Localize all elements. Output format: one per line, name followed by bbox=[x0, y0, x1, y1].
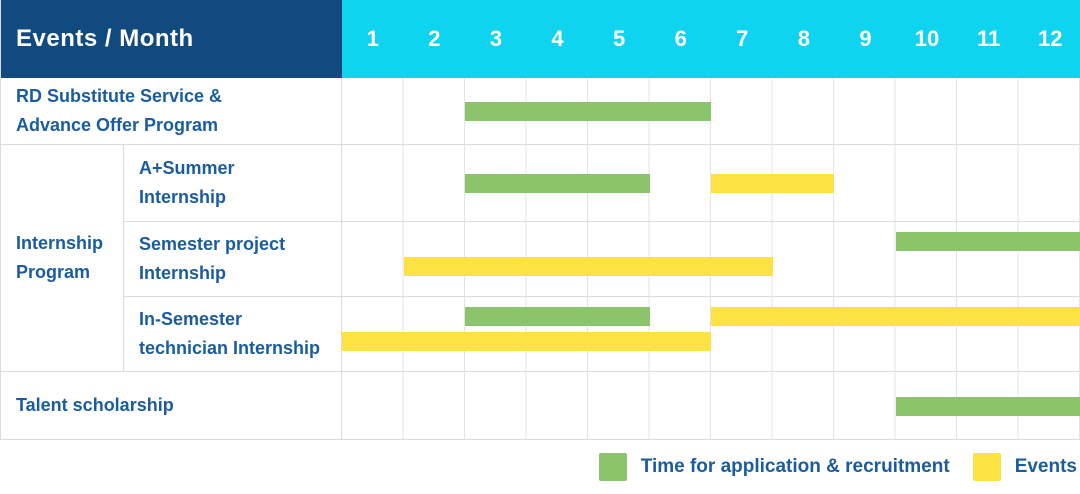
application-bar bbox=[895, 397, 1080, 416]
month-header-cell: 7 bbox=[736, 26, 749, 51]
events-month-table: Events / Month 1 2 3 4 5 6 7 8 9 10 11 12 RD Substi… bbox=[0, 0, 1080, 440]
application-bar bbox=[465, 102, 711, 121]
application-bar bbox=[895, 232, 1080, 251]
month-header-row: 1 2 3 4 5 6 7 8 9 10 11 12 bbox=[342, 0, 1080, 78]
legend-label: Time for application & recruitment bbox=[640, 456, 950, 477]
month-header-cell: 11 bbox=[976, 26, 1001, 51]
chart-cell bbox=[342, 222, 1080, 297]
event-bar bbox=[711, 307, 1080, 326]
row-label-rd-substitute: RD Substitute Service & Advance Offer Pr… bbox=[1, 78, 342, 145]
month-header-cell: 5 bbox=[612, 26, 626, 51]
month-header-cell: 2 bbox=[428, 26, 441, 51]
chart-cell bbox=[342, 297, 1080, 372]
group-label-internship-program: Internship Program bbox=[1, 145, 124, 372]
application-bar bbox=[465, 174, 650, 193]
month-header-cell: 12 bbox=[1037, 26, 1063, 51]
month-header-cell: 8 bbox=[797, 26, 810, 51]
month-header-cell: 6 bbox=[674, 26, 687, 51]
legend-item-events: Events bbox=[972, 453, 1077, 481]
yellow-swatch-icon bbox=[972, 453, 1001, 481]
row-label-in-semester-technician: In-Semester technician Internship bbox=[124, 297, 342, 372]
month-header-cell: 10 bbox=[914, 26, 940, 51]
chart-cell bbox=[342, 372, 1080, 440]
application-bar bbox=[465, 307, 650, 326]
event-bar bbox=[342, 332, 711, 351]
month-header-cell: 3 bbox=[489, 26, 503, 51]
row-label-talent-scholarship: Talent scholarship bbox=[1, 372, 342, 440]
chart-cell bbox=[342, 78, 1080, 145]
row-label-a-plus-summer: A+Summer Internship bbox=[124, 145, 342, 222]
month-header-cell: 9 bbox=[859, 26, 872, 51]
month-header-cell: 1 bbox=[366, 26, 379, 51]
month-header-cell: 4 bbox=[551, 26, 564, 51]
events-month-header: Events / Month bbox=[1, 0, 342, 78]
green-swatch-icon bbox=[598, 453, 627, 481]
event-bar bbox=[403, 257, 773, 276]
legend-label: Events bbox=[1014, 456, 1077, 477]
chart-cell bbox=[342, 145, 1080, 222]
legend-item-application: Time for application & recruitment bbox=[598, 453, 950, 481]
event-bar bbox=[711, 174, 834, 193]
legend: Time for application & recruitment Event… bbox=[0, 440, 1080, 494]
row-label-semester-project: Semester project Internship bbox=[124, 222, 342, 297]
